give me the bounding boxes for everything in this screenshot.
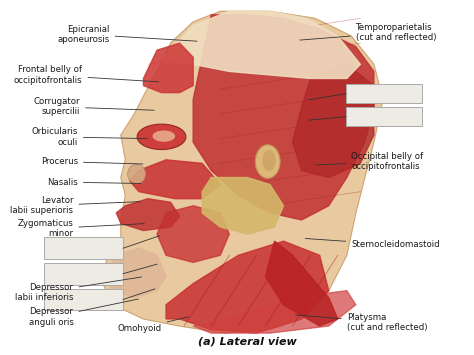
Bar xyxy=(346,84,422,103)
Text: Frontal belly of
occipitofrontalis: Frontal belly of occipitofrontalis xyxy=(14,65,159,84)
Polygon shape xyxy=(130,160,220,199)
Text: Omohyoid: Omohyoid xyxy=(118,317,188,333)
Polygon shape xyxy=(144,43,193,93)
Bar xyxy=(44,263,123,285)
Polygon shape xyxy=(166,241,328,333)
Text: Nasalis: Nasalis xyxy=(47,178,141,187)
Polygon shape xyxy=(103,11,383,333)
Polygon shape xyxy=(202,178,283,234)
Text: Zygomaticus
minor: Zygomaticus minor xyxy=(18,219,144,239)
Ellipse shape xyxy=(153,131,175,142)
Polygon shape xyxy=(265,241,338,326)
Ellipse shape xyxy=(262,150,276,171)
Text: Epicranial
aponeurosis: Epicranial aponeurosis xyxy=(57,24,197,44)
Ellipse shape xyxy=(137,124,186,149)
Bar xyxy=(44,237,123,259)
Text: Platysma
(cut and reflected): Platysma (cut and reflected) xyxy=(295,313,427,332)
Polygon shape xyxy=(157,206,229,262)
Text: Temporoparietalis
(cut and reflected): Temporoparietalis (cut and reflected) xyxy=(300,23,437,42)
Text: Depressor
anguli oris: Depressor anguli oris xyxy=(28,299,138,327)
Polygon shape xyxy=(148,11,360,78)
Polygon shape xyxy=(193,15,374,220)
Text: Orbicularis
oculi: Orbicularis oculi xyxy=(32,127,147,147)
Text: (a) Lateral view: (a) Lateral view xyxy=(198,337,297,346)
Text: Sternocleidomastoid: Sternocleidomastoid xyxy=(305,239,440,249)
Polygon shape xyxy=(193,291,356,333)
Ellipse shape xyxy=(255,145,280,178)
Ellipse shape xyxy=(128,164,146,184)
Text: Occipital belly of
occipitofrontalis: Occipital belly of occipitofrontalis xyxy=(316,152,423,171)
Polygon shape xyxy=(107,248,166,298)
Text: Corrugator
supercilii: Corrugator supercilii xyxy=(34,97,154,116)
Polygon shape xyxy=(116,199,180,230)
Bar xyxy=(44,289,123,311)
Text: Procerus: Procerus xyxy=(41,157,143,166)
Polygon shape xyxy=(292,64,374,178)
Text: Levator
labii superioris: Levator labii superioris xyxy=(10,196,140,215)
Text: Depressor
labii inferioris: Depressor labii inferioris xyxy=(15,277,142,302)
Bar xyxy=(346,107,422,126)
